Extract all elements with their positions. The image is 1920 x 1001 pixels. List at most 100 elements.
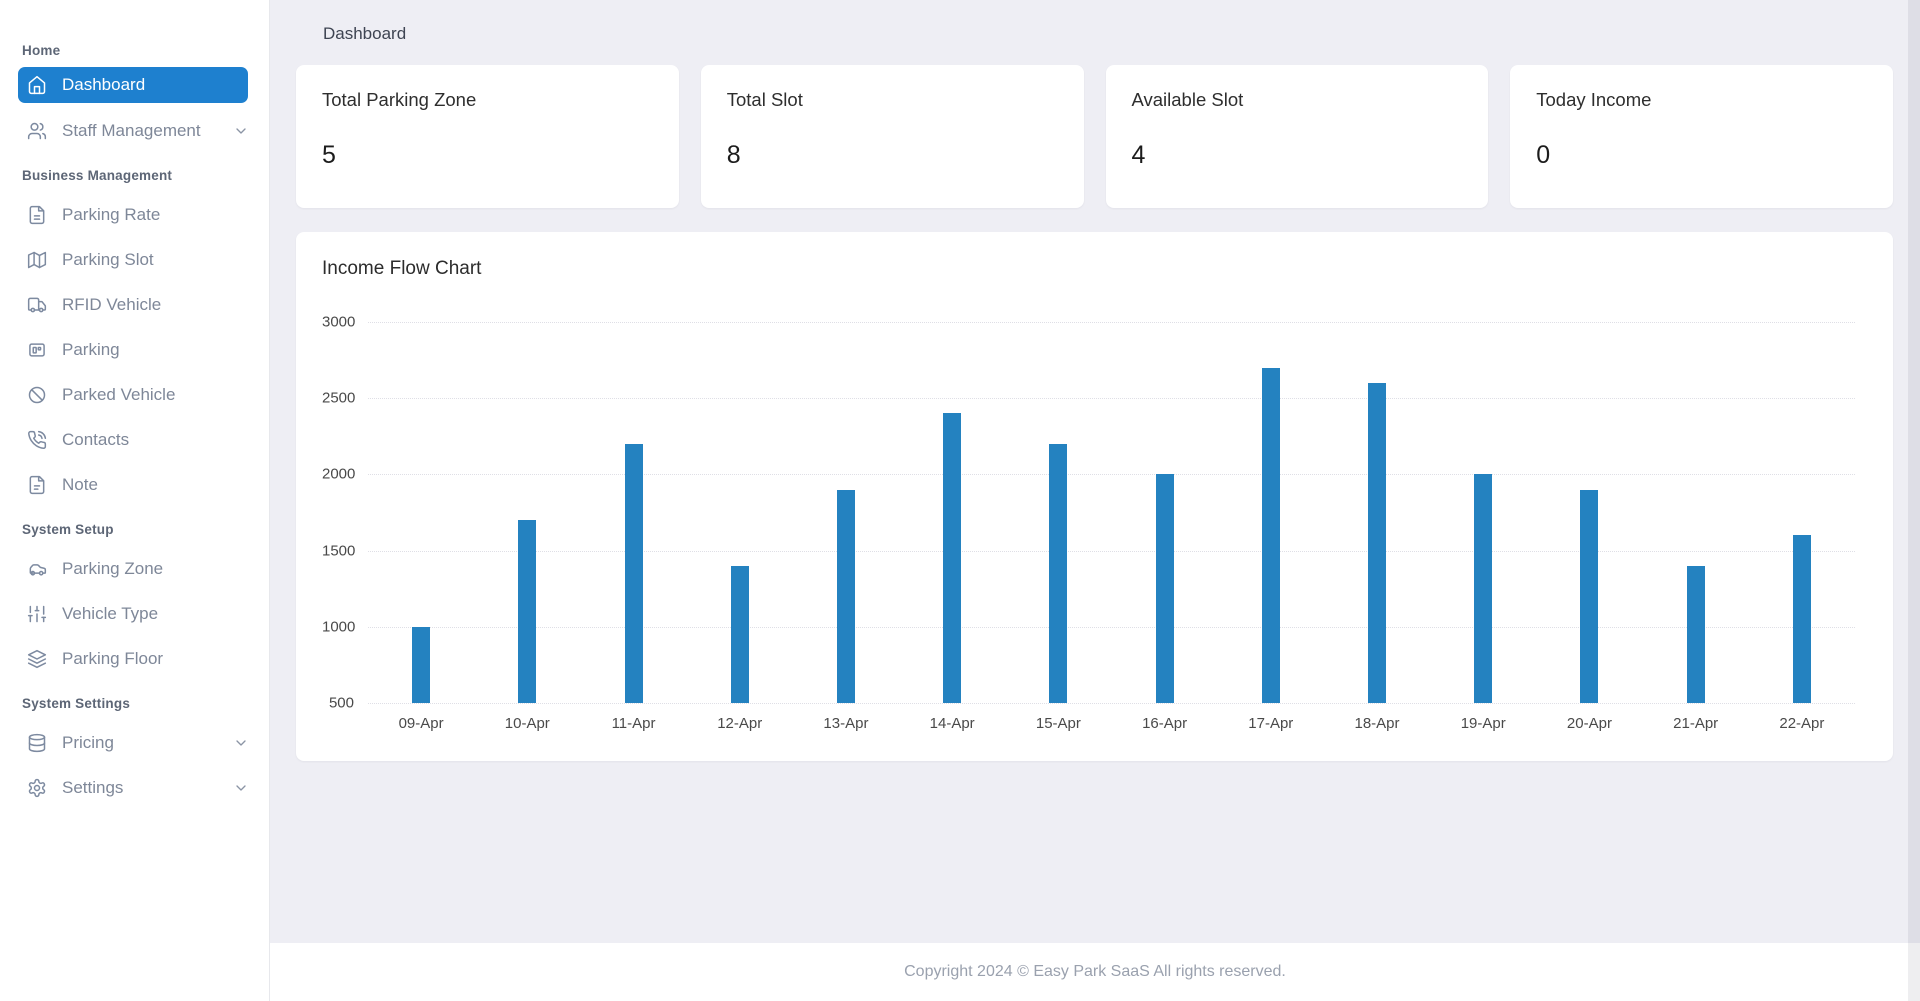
gridline-500	[368, 703, 1855, 704]
sidebar-section-heading-system-settings: System Settings	[22, 696, 131, 711]
x-axis-tick-label: 14-Apr	[929, 715, 975, 732]
y-axis-tick-label: 2500	[322, 389, 356, 407]
sidebar-item-parking-rate[interactable]: Parking Rate	[0, 192, 269, 237]
stat-card-total-slot: Total Slot 8	[700, 65, 1084, 208]
vertical-scrollbar[interactable]	[1908, 0, 1920, 1001]
map-icon	[27, 250, 47, 270]
sidebar-item-label: Settings	[62, 777, 124, 797]
x-axis-tick-label: 21-Apr	[1673, 715, 1719, 732]
sidebar-item-parking-zone[interactable]: Parking Zone	[0, 546, 269, 591]
x-axis-tick-label: 10-Apr	[504, 715, 550, 732]
footer: Copyright 2024 © Easy Park SaaS All righ…	[270, 943, 1920, 1001]
y-axis-tick-label: 1500	[322, 542, 356, 560]
database-icon	[27, 733, 47, 753]
sidebar-item-label: Parking Rate	[62, 204, 161, 224]
bar-16-Apr	[1155, 474, 1174, 703]
sidebar-section-heading-business-management: Business Management	[22, 168, 173, 183]
bar-15-Apr	[1049, 443, 1068, 703]
sidebar-item-label: Parking Floor	[62, 648, 164, 668]
gridline-3000	[368, 322, 1855, 323]
layers-icon	[27, 649, 47, 669]
stat-card-available-slot: Available Slot 4	[1105, 65, 1489, 208]
stat-card-value: 5	[322, 141, 336, 169]
sidebar-item-label: Vehicle Type	[62, 603, 159, 623]
sidebar-item-label: RFID Vehicle	[62, 294, 162, 314]
gear-icon	[27, 778, 47, 798]
x-axis-tick-label: 09-Apr	[398, 715, 444, 732]
sidebar-item-vehicle-type[interactable]: Vehicle Type	[0, 591, 269, 636]
chevron-down-icon	[233, 735, 249, 751]
parking-card-icon	[27, 340, 47, 360]
stat-card-label: Today Income	[1536, 89, 1652, 110]
sidebar-item-dashboard[interactable]: Dashboard	[18, 67, 248, 103]
stat-card-today-income: Today Income 0	[1510, 65, 1893, 208]
sidebar-item-label: Parking Slot	[62, 249, 154, 269]
stat-card-value: 0	[1536, 141, 1551, 169]
note-icon	[27, 475, 47, 495]
sidebar-item-settings[interactable]: Settings	[0, 765, 269, 810]
x-axis-tick-label: 13-Apr	[823, 715, 869, 732]
x-axis-tick-label: 20-Apr	[1566, 715, 1612, 732]
bar-20-Apr	[1580, 489, 1599, 703]
sidebar-item-note[interactable]: Note	[0, 462, 269, 507]
sidebar-item-label: Note	[62, 474, 98, 494]
content-spacer	[270, 761, 1920, 943]
sidebar-item-label: Parking	[62, 339, 120, 359]
x-axis-tick-label: 15-Apr	[1035, 715, 1081, 732]
sidebar-item-parked-vehicle[interactable]: Parked Vehicle	[0, 372, 269, 417]
home-icon	[27, 75, 47, 95]
x-axis-tick-label: 17-Apr	[1248, 715, 1294, 732]
sidebar-item-label: Staff Management	[62, 120, 201, 140]
sidebar-item-label: Parked Vehicle	[62, 384, 176, 404]
sidebar-item-label: Parking Zone	[62, 558, 164, 578]
sidebar-item-pricing[interactable]: Pricing	[0, 720, 269, 765]
stat-card-label: Total Slot	[726, 89, 803, 110]
bar-22-Apr	[1792, 535, 1811, 703]
sidebar-item-parking-slot[interactable]: Parking Slot	[0, 237, 269, 282]
y-axis-tick-label: 1000	[322, 618, 356, 636]
gridline-1500	[368, 550, 1855, 552]
x-axis-tick-label: 19-Apr	[1460, 715, 1506, 732]
sidebar-nav: Home Dashboard Staff Management Business Ma…	[0, 28, 269, 810]
bar-19-Apr	[1474, 474, 1493, 703]
users-icon	[27, 121, 47, 141]
truck-icon	[27, 295, 47, 315]
sidebar-section-heading-home: Home	[22, 43, 61, 58]
sidebar-item-label: Pricing	[62, 732, 114, 752]
x-axis-tick-label: 12-Apr	[717, 715, 763, 732]
y-axis-tick-label: 2000	[322, 465, 356, 483]
bar-18-Apr	[1368, 382, 1387, 703]
bar-10-Apr	[518, 520, 537, 703]
y-axis-tick-label: 3000	[322, 313, 356, 331]
sidebar-item-parking-floor[interactable]: Parking Floor	[0, 636, 269, 681]
sidebar-item-rfid-vehicle[interactable]: RFID Vehicle	[0, 282, 269, 327]
x-axis-tick-label: 11-Apr	[611, 715, 656, 732]
bar-09-Apr	[412, 626, 431, 703]
chevron-down-icon	[233, 780, 249, 796]
stat-card-label: Available Slot	[1131, 89, 1244, 110]
sidebar-item-parking[interactable]: Parking	[0, 327, 269, 372]
bar-11-Apr	[624, 443, 643, 703]
gridline-1000	[368, 626, 1855, 628]
footer-copyright: Copyright 2024 © Easy Park SaaS All righ…	[904, 963, 1286, 980]
chevron-down-icon	[233, 123, 249, 139]
sliders-icon	[27, 604, 47, 624]
income-chart: 500 1000 1500 2000 2500 3000 09-Apr 10-Apr 11-Ap…	[322, 314, 1867, 738]
stat-cards-row: Total Parking Zone 5 Total Slot 8 Availa…	[296, 65, 1893, 208]
sidebar-item-contacts[interactable]: Contacts	[0, 417, 269, 462]
income-flow-chart-card: Income Flow Chart 500 1000 1500 2000 2500 300…	[296, 232, 1893, 761]
sidebar-section-heading-system-setup: System Setup	[22, 522, 114, 537]
phone-icon	[27, 430, 47, 450]
gridline-2000	[368, 474, 1855, 476]
bar-12-Apr	[730, 565, 749, 703]
y-axis-tick-label: 500	[328, 694, 354, 712]
x-axis-tick-label: 16-Apr	[1142, 715, 1188, 732]
stat-card-value: 8	[726, 141, 741, 169]
page-title: Dashboard	[323, 24, 407, 43]
stat-card-value: 4	[1131, 141, 1146, 169]
main-content: Dashboard Total Parking Zone 5 Total Slo…	[270, 0, 1920, 1001]
sidebar-item-staff-management[interactable]: Staff Management	[0, 108, 269, 153]
bar-17-Apr	[1261, 367, 1280, 703]
stat-card-label: Total Parking Zone	[322, 89, 477, 110]
bar-21-Apr	[1686, 565, 1705, 703]
